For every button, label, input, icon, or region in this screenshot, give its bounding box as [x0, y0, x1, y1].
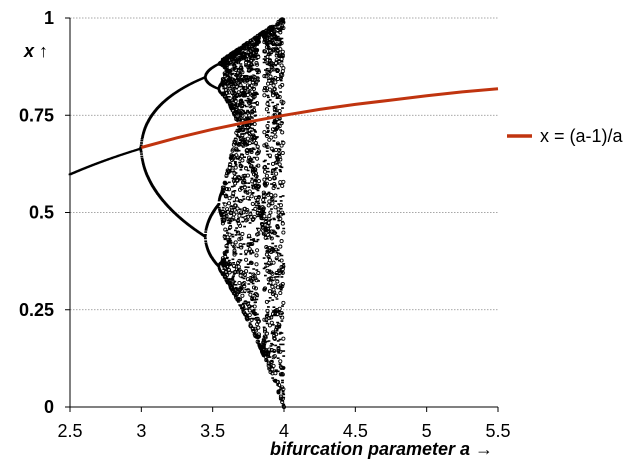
grid-lines — [70, 17, 498, 311]
bifurcation-points — [68, 17, 287, 409]
x-tick-label-6: 5.5 — [485, 421, 510, 441]
x-axis-title: bifurcation parameter a → — [270, 439, 493, 459]
y-tick-label-1: 0.25 — [19, 300, 54, 320]
fixed-point-line — [140, 87, 499, 149]
x-tick-label-5: 5 — [422, 421, 432, 441]
bifurcation-dense-points — [68, 18, 286, 408]
legend: x = (a-1)/a — [507, 126, 624, 146]
y-tick-label-4: 1 — [44, 8, 54, 28]
legend-entry-fixed-point: x = (a-1)/a — [540, 126, 624, 146]
x-tick-label-2: 3.5 — [200, 421, 225, 441]
y-tick-label-0: 0 — [44, 397, 54, 417]
x-tick-label-3: 4 — [279, 421, 289, 441]
y-tick-label-3: 0.75 — [19, 105, 54, 125]
x-tick-label-0: 2.5 — [57, 421, 82, 441]
fixed-point-curve — [140, 87, 499, 149]
y-axis-title: x ↑ — [23, 41, 48, 61]
y-tick-label-2: 0.5 — [29, 203, 54, 223]
tick-labels: 2.5 3 3.5 4 4.5 5 5.5 0 0.25 0.5 0.75 1 — [19, 8, 511, 441]
x-tick-label-4: 4.5 — [343, 421, 368, 441]
x-tick-label-1: 3 — [136, 421, 146, 441]
bifurcation-chaotic-points — [220, 17, 287, 409]
